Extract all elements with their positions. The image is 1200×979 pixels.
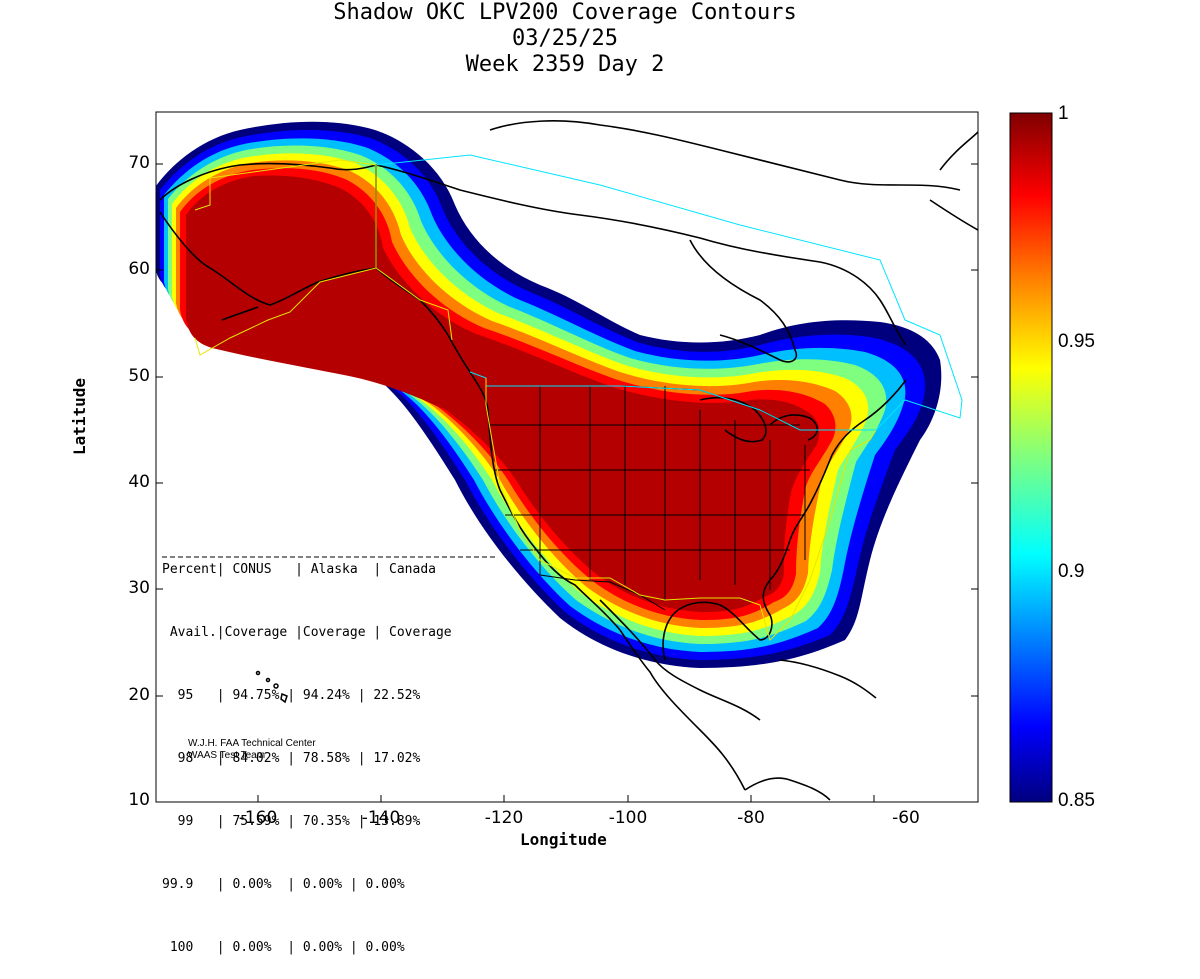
y-tick-label: 40: [128, 472, 150, 492]
hawaii-islands: [255, 670, 288, 704]
x-tick-label: -160: [238, 808, 278, 828]
conus-service-area: [375, 267, 877, 641]
colorbar-tick-label: 0.95: [1058, 331, 1095, 352]
x-tick-label: -100: [608, 808, 648, 828]
colorbar-tick-label: 0.85: [1058, 790, 1095, 811]
alaska-coast: [159, 162, 471, 373]
y-tick-label: 20: [128, 685, 150, 705]
mexico-central-america: [599, 599, 831, 801]
credit-line: WAAS Test Team: [188, 750, 266, 761]
y-tick-label: 30: [128, 578, 150, 598]
x-axis-label: Longitude: [520, 830, 607, 849]
table-header-row: Percent| CONUS | Alaska | Canada: [162, 562, 436, 577]
y-axis-label: Latitude: [70, 377, 89, 455]
credit-text: W.J.H. FAA Technical Center WAAS Test Te…: [188, 738, 316, 762]
us-mexico-border: [539, 574, 666, 611]
x-tick-label: -140: [361, 808, 401, 828]
table-row: 99.9 | 0.00% | 0.00% | 0.00%: [162, 877, 405, 892]
alaska-service-area: [194, 159, 377, 356]
table-row: 95 | 94.75% | 94.24% | 22.52%: [177, 688, 421, 703]
canada-arctic-coast: [375, 120, 961, 363]
canada-service-area: [375, 154, 963, 431]
colorbar-tick-label: 0.9: [1058, 561, 1085, 582]
credit-line: W.J.H. FAA Technical Center: [188, 738, 316, 749]
y-tick-label: 10: [128, 790, 150, 810]
y-tick-label: 60: [128, 259, 150, 279]
great-lakes: [699, 396, 819, 443]
greenland: [929, 131, 978, 231]
table-row: 99 | 75.59% | 70.35% | 13.89%: [177, 814, 421, 829]
table-row: 100 | 0.00% | 0.00% | 0.00%: [169, 940, 405, 955]
service-area-outlines: [194, 154, 963, 641]
coverage-map: [155, 111, 1053, 803]
x-tick-label: -120: [484, 808, 524, 828]
chart-week-day: Week 2359 Day 2: [465, 52, 665, 77]
axis-ticks: [156, 163, 978, 802]
west-coast: [469, 371, 746, 791]
chart-title: Shadow OKC LPV200 Coverage Contours: [333, 0, 797, 25]
state-grid-horizontal: [490, 424, 810, 551]
table-header-row: Avail.|Coverage |Coverage | Coverage: [169, 625, 452, 640]
contour-band-100: [186, 175, 820, 612]
x-tick-label: -80: [737, 808, 765, 828]
colorbar-tick-label: 1: [1058, 103, 1069, 124]
x-tick-label: -60: [892, 808, 920, 828]
colorbar: [1009, 112, 1053, 803]
y-tick-label: 70: [128, 153, 150, 173]
table-row: 98 | 84.02% | 78.58% | 17.02%: [177, 751, 421, 766]
chart-date: 03/25/25: [512, 26, 618, 51]
plot-frame: [155, 111, 979, 803]
y-tick-label: 50: [128, 366, 150, 386]
cuba: [779, 659, 877, 699]
